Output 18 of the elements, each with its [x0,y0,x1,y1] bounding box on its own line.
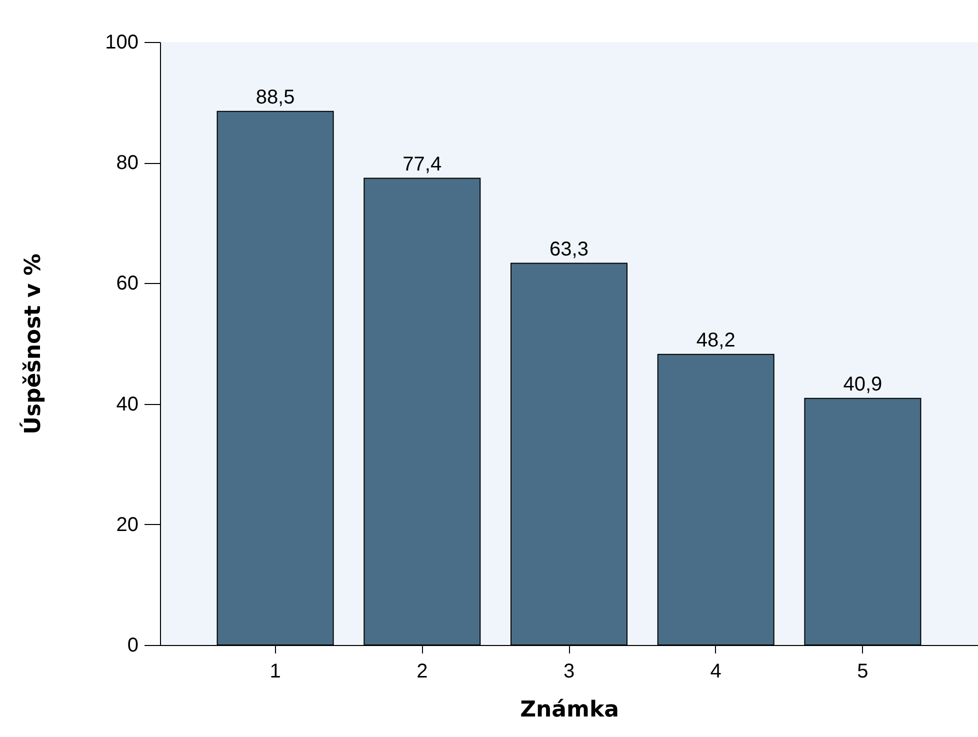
x-tick-label: 2 [416,660,428,682]
data-label: 63,3 [550,238,588,260]
x-axis-title: Známka [520,698,619,722]
y-tick-label: 60 [116,272,138,295]
data-label: 77,4 [402,153,442,176]
data-label: 48,2 [696,329,736,352]
x-tick-label: 5 [857,660,868,682]
x-tick-label: 4 [710,660,722,682]
y-tick-label: 40 [116,393,138,416]
y-axis-title: Úspěšnost v % [19,254,46,434]
y-tick-label: 100 [105,32,138,54]
x-tick-label: 3 [563,660,575,682]
y-tick-label: 80 [116,152,138,174]
y-tick-label: 20 [116,514,138,536]
x-tick-label: 1 [270,660,281,682]
data-label: 88,5 [256,86,295,108]
data-label: 40,9 [843,373,882,396]
y-tick-label: 0 [127,634,138,656]
